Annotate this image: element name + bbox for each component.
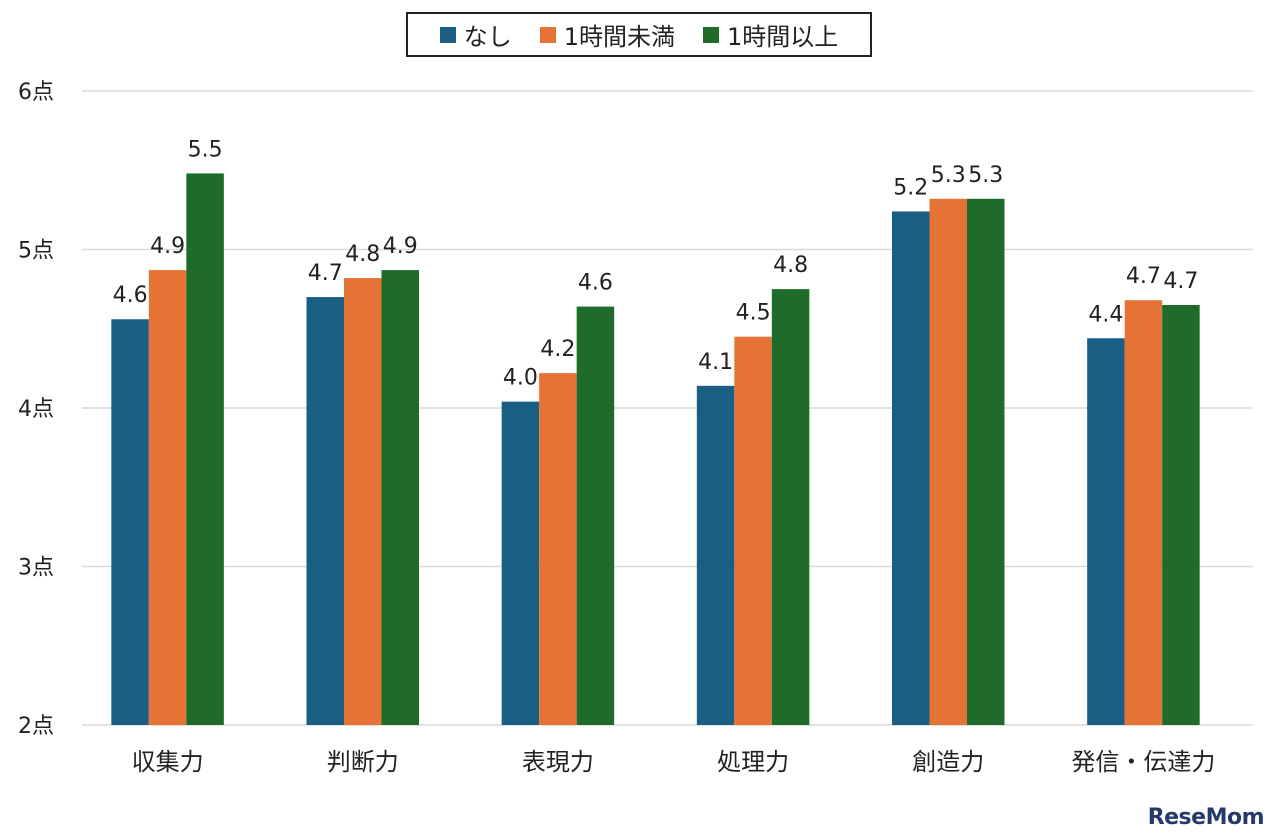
legend-swatch bbox=[539, 26, 556, 43]
bar bbox=[576, 306, 615, 725]
bar bbox=[1162, 304, 1200, 725]
data-label: 4.1 bbox=[698, 350, 733, 375]
data-label: 5.3 bbox=[968, 163, 1003, 188]
legend-swatch bbox=[703, 26, 719, 43]
data-label: 4.2 bbox=[540, 337, 575, 362]
bar bbox=[501, 401, 540, 725]
bar bbox=[696, 385, 735, 725]
data-label: 4.9 bbox=[150, 234, 185, 259]
data-label: 4.6 bbox=[113, 283, 148, 308]
y-tick-label: 6点 bbox=[18, 80, 54, 105]
bar bbox=[929, 198, 967, 725]
legend-item: なし bbox=[439, 17, 512, 52]
legend-swatch bbox=[439, 26, 456, 43]
data-label: 4.7 bbox=[1163, 269, 1198, 294]
legend-label: 1時間以上 bbox=[727, 23, 839, 51]
data-label: 4.4 bbox=[1088, 302, 1123, 327]
y-tick-label: 2点 bbox=[18, 714, 54, 739]
bar bbox=[1124, 300, 1163, 725]
data-label: 4.5 bbox=[736, 301, 771, 326]
x-category-label: 判断力 bbox=[327, 748, 399, 776]
data-label: 5.2 bbox=[893, 175, 928, 200]
data-label: 4.7 bbox=[1126, 264, 1161, 289]
bar bbox=[148, 270, 187, 725]
data-label: 4.8 bbox=[773, 253, 808, 278]
legend-label: 1時間未満 bbox=[563, 23, 675, 51]
x-category-label: 表現力 bbox=[522, 748, 594, 776]
data-label: 4.7 bbox=[308, 261, 343, 286]
data-label: 4.8 bbox=[345, 242, 380, 267]
y-tick-label: 4点 bbox=[18, 397, 54, 422]
x-category-label: 処理力 bbox=[717, 748, 789, 776]
legend-item: 1時間未満 bbox=[539, 17, 675, 52]
data-label: 5.5 bbox=[188, 137, 223, 162]
bar bbox=[967, 198, 1005, 725]
data-label: 4.6 bbox=[578, 271, 613, 296]
bar bbox=[186, 173, 224, 726]
y-tick-label: 5点 bbox=[18, 239, 54, 264]
x-category-label: 創造力 bbox=[912, 748, 984, 776]
legend-label: なし bbox=[463, 23, 512, 51]
x-category-label: 発信・伝達力 bbox=[1071, 748, 1215, 776]
legend: なし 1時間未満 1時間以上 bbox=[406, 12, 872, 57]
bar bbox=[306, 297, 344, 725]
data-label: 5.3 bbox=[931, 163, 966, 188]
legend-item: 1時間以上 bbox=[703, 17, 838, 52]
bar bbox=[381, 270, 419, 725]
bar bbox=[1087, 338, 1125, 725]
bar bbox=[771, 289, 810, 725]
bar bbox=[734, 336, 772, 725]
bar bbox=[111, 319, 149, 725]
y-tick-label: 3点 bbox=[18, 556, 54, 581]
bar bbox=[892, 211, 930, 725]
data-label: 4.9 bbox=[383, 234, 418, 259]
watermark-logo: ReseMom bbox=[1147, 805, 1265, 830]
x-category-label: 収集力 bbox=[132, 748, 204, 776]
bar bbox=[344, 278, 382, 725]
data-label: 4.0 bbox=[503, 366, 538, 391]
bar bbox=[539, 373, 577, 725]
